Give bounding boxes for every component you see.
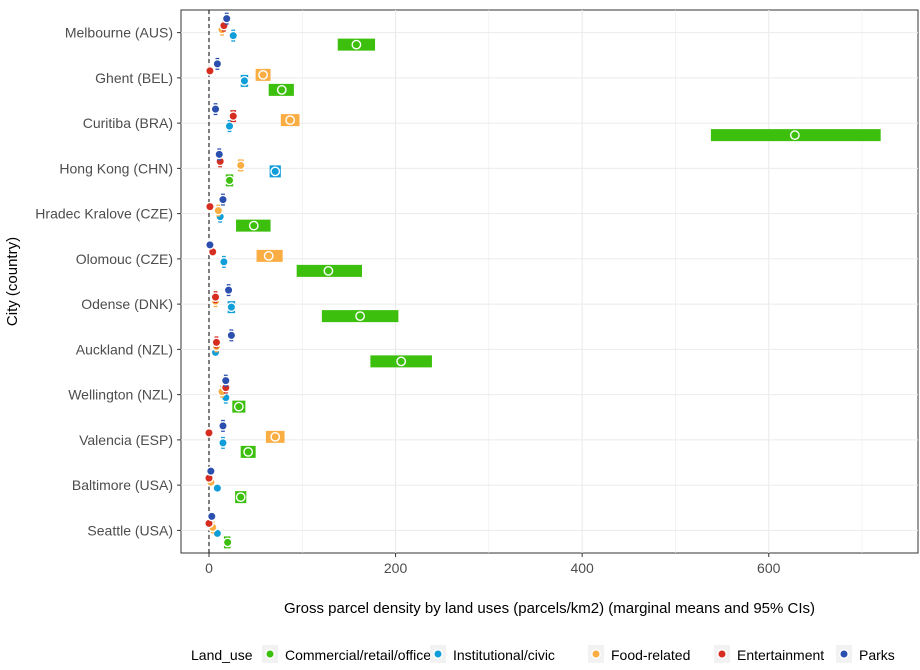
x-tick-label: 0 bbox=[205, 560, 213, 576]
mean-point bbox=[239, 75, 250, 86]
legend-key-point bbox=[433, 649, 443, 659]
mean-point bbox=[351, 39, 362, 50]
y-axis-title: City (country) bbox=[4, 237, 21, 326]
plot-panel bbox=[180, 9, 919, 554]
mean-point bbox=[212, 58, 223, 69]
y-tick-label: Auckland (NZL) bbox=[76, 341, 173, 357]
mean-point bbox=[210, 292, 221, 303]
legend-key-point bbox=[591, 649, 601, 659]
mean-point bbox=[270, 166, 281, 177]
legend-key-point bbox=[717, 649, 727, 659]
mean-point bbox=[243, 446, 254, 457]
mean-point bbox=[205, 239, 215, 250]
y-tick-label: Olomouc (CZE) bbox=[76, 251, 173, 267]
legend-title: Land_use bbox=[191, 647, 253, 663]
mean-point bbox=[285, 115, 296, 126]
y-tick-label: Seattle (USA) bbox=[87, 522, 173, 538]
y-tick-label: Melbourne (AUS) bbox=[65, 25, 173, 41]
mean-point bbox=[213, 205, 224, 216]
mean-point bbox=[258, 69, 268, 80]
x-tick-label: 600 bbox=[757, 560, 781, 576]
mean-point bbox=[226, 302, 237, 313]
data-marks bbox=[204, 12, 881, 549]
x-axis-title: Gross parcel density by land uses (parce… bbox=[284, 600, 815, 617]
y-tick-labels: Melbourne (AUS) Ghent (BEL) Curitiba (BRA)… bbox=[35, 25, 181, 538]
mean-point bbox=[226, 330, 237, 341]
x-tick-labels: 0 200 400 600 bbox=[205, 553, 781, 576]
mean-point bbox=[270, 431, 281, 442]
legend-key-point bbox=[265, 649, 275, 659]
y-tick-label: Hong Kong (CHN) bbox=[59, 160, 173, 176]
mean-point bbox=[276, 84, 287, 95]
y-tick-label: Hradec Kralove (CZE) bbox=[35, 206, 173, 222]
mean-point bbox=[789, 130, 800, 141]
mean-point bbox=[205, 201, 215, 212]
x-tick-label: 200 bbox=[384, 560, 408, 576]
legend-label: Entertainment bbox=[737, 647, 824, 663]
mean-point bbox=[263, 250, 274, 261]
mean-point bbox=[218, 420, 228, 431]
mean-point bbox=[218, 194, 228, 205]
grid-lines bbox=[181, 10, 918, 553]
x-tick-label: 400 bbox=[570, 560, 594, 576]
mean-point bbox=[218, 437, 228, 448]
mean-point bbox=[323, 265, 334, 276]
mean-point bbox=[222, 537, 233, 548]
mean-point bbox=[235, 492, 246, 503]
mean-point bbox=[224, 121, 235, 132]
legend-label: Food-related bbox=[611, 647, 690, 663]
mean-point bbox=[221, 13, 232, 24]
mean-point bbox=[228, 30, 239, 41]
y-tick-label: Wellington (NZL) bbox=[68, 387, 173, 403]
mean-point bbox=[212, 483, 223, 494]
y-tick-label: Valencia (ESP) bbox=[79, 432, 173, 448]
legend-label: Commercial/retail/office bbox=[285, 647, 431, 663]
mean-point bbox=[355, 311, 366, 322]
mean-point bbox=[235, 160, 246, 171]
mean-point bbox=[248, 220, 259, 231]
y-tick-label: Odense (DNK) bbox=[81, 296, 173, 312]
mean-point bbox=[223, 285, 234, 296]
mean-point bbox=[233, 401, 244, 412]
mean-point bbox=[228, 111, 239, 122]
mean-point bbox=[204, 427, 214, 438]
mean-point bbox=[214, 149, 225, 160]
mean-point bbox=[210, 104, 221, 115]
mean-point bbox=[206, 511, 217, 522]
y-tick-label: Ghent (BEL) bbox=[95, 70, 173, 86]
legend: Land_use Commercial/retail/office Institu… bbox=[191, 645, 895, 663]
mean-point bbox=[396, 356, 407, 367]
y-tick-label: Curitiba (BRA) bbox=[83, 115, 173, 131]
legend-label: Parks bbox=[859, 647, 895, 663]
mean-point bbox=[211, 337, 222, 348]
legend-label: Institutional/civic bbox=[453, 647, 555, 663]
mean-point bbox=[224, 175, 235, 186]
mean-point bbox=[220, 375, 231, 386]
mean-point bbox=[219, 256, 229, 267]
mean-point bbox=[205, 65, 215, 76]
legend-key-point bbox=[839, 649, 849, 659]
y-tick-label: Baltimore (USA) bbox=[72, 477, 173, 493]
mean-point bbox=[205, 466, 216, 477]
